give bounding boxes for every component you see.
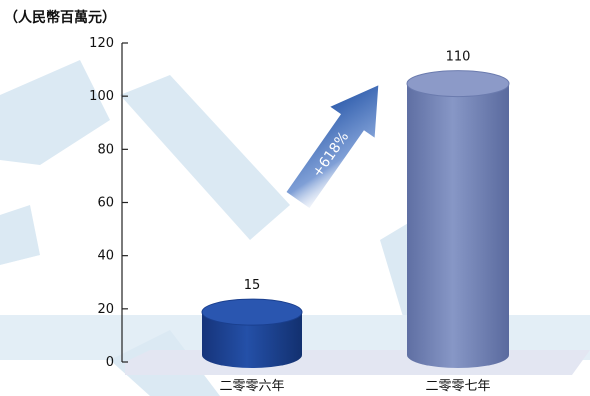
floor-plane [125,350,590,375]
y-axis-ticks: 0 20 40 60 80 100 120 [89,36,128,370]
bar-body [407,83,509,368]
bar-二零零六年 [201,298,303,368]
y-tick-label: 20 [97,302,114,317]
y-tick-label: 0 [106,355,114,370]
y-tick-label: 100 [89,89,114,104]
y-tick-label: 120 [89,36,114,51]
y-tick-label: 60 [97,196,114,211]
category-label: 二零零六年 [219,379,284,394]
value-label: 15 [244,278,261,293]
bar-top [406,70,510,98]
unit-label: （人民幣百萬元） [4,9,116,26]
bars [201,70,510,368]
labels: 15 二零零六年 110 二零零七年 [219,50,490,394]
growth-arrow-icon: +618% [286,85,379,209]
bar-body [202,312,302,368]
category-label: 二零零七年 [425,379,490,394]
y-tick-label: 80 [97,142,114,157]
y-tick-label: 40 [97,249,114,264]
bar-二零零七年 [406,70,510,368]
bar-top [201,298,303,326]
value-label: 110 [446,50,471,65]
